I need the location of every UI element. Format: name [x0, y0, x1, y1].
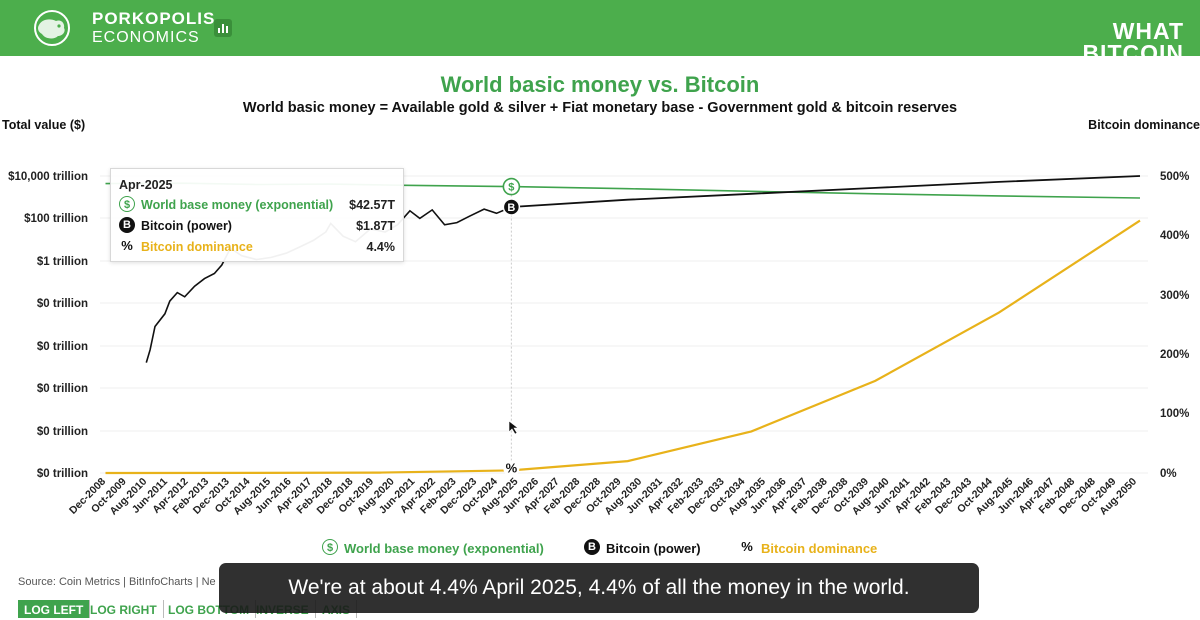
left-tick-label: $100 trillion — [24, 213, 88, 225]
pig-world-map-icon[interactable] — [30, 9, 74, 47]
left-tick-label: $0 trillion — [37, 426, 88, 438]
right-tick-label: 200% — [1160, 349, 1189, 361]
brand-line-1: PORKOPOLIS — [92, 9, 216, 28]
video-caption: We're at about 4.4% April 2025, 4.4% of … — [219, 563, 979, 613]
legend-label: World base money (exponential) — [344, 541, 544, 556]
marker-bitcoin-glyph: B — [507, 202, 515, 214]
chart-subtitle: World basic money = Available gold & sil… — [242, 100, 958, 116]
tooltip-date: Apr-2025 — [119, 178, 173, 192]
bitcoin-icon: B — [584, 539, 600, 555]
marker-bitcoin — [502, 198, 521, 216]
left-tick-label: $10,000 trillion — [8, 171, 88, 183]
tooltip-row-bitcoin: B Bitcoin (power) $1.87T — [119, 217, 395, 235]
tooltip-series-value: $42.57T — [349, 198, 395, 212]
left-tick-label: $0 trillion — [37, 383, 88, 395]
dollar-circle-icon: $ — [119, 196, 135, 212]
percent-icon: % — [121, 238, 133, 253]
source-note: Source: Coin Metrics | BitInfoCharts | N… — [18, 576, 216, 588]
log-left-button[interactable]: LOG LEFT — [18, 600, 91, 618]
tooltip-row-world-money: $ World base money (exponential) $42.57T — [119, 196, 395, 214]
right-tick-label: 500% — [1160, 171, 1189, 183]
right-axis-ticks: 500% 400% 300% 200% 100% 0% — [1160, 171, 1189, 480]
tooltip-series-name: Bitcoin dominance — [141, 240, 253, 254]
left-tick-label: $0 trillion — [37, 468, 88, 480]
left-axis-ticks: $10,000 trillion $100 trillion $1 trillion… — [8, 171, 88, 480]
watermark-line-1: WHAT — [1112, 18, 1184, 44]
series-bitcoin-dominance-line — [105, 219, 1141, 475]
tooltip-series-value: $1.87T — [356, 219, 395, 233]
y2-axis-title: Bitcoin dominance — [1088, 118, 1200, 132]
dollar-circle-icon: $ — [322, 539, 338, 555]
marker-world-money — [502, 177, 521, 196]
bitcoin-icon: B — [119, 217, 135, 233]
watermark-line-2: BITCOIN — [1082, 40, 1184, 66]
y-axis-title: Total value ($) — [2, 118, 86, 132]
legend-label: Bitcoin dominance — [761, 541, 878, 556]
legend-label: Bitcoin (power) — [606, 541, 701, 556]
watermark-line-3: DID — [1141, 62, 1184, 88]
left-tick-label: $0 trillion — [37, 341, 88, 353]
log-right-button[interactable]: LOG RIGHT — [84, 600, 164, 618]
tooltip-series-name: World base money (exponential) — [141, 198, 334, 212]
brand-name[interactable]: PORKOPOLIS ECONOMICS — [92, 10, 215, 46]
series-bitcoin-projection-line — [511, 175, 1141, 208]
tooltip-row-dominance: % Bitcoin dominance 4.4% — [119, 238, 395, 256]
hover-tooltip: Apr-2025 $ World base money (exponential… — [110, 168, 404, 262]
chart-title: World basic money vs. Bitcoin — [440, 72, 760, 97]
app-header: PORKOPOLIS ECONOMICS WHAT BITCOIN DID — [0, 0, 1200, 87]
right-tick-label: 100% — [1160, 408, 1189, 420]
percent-icon: % — [741, 539, 753, 554]
channel-watermark: WHAT BITCOIN DID — [1082, 18, 1184, 88]
mouse-cursor-icon — [508, 420, 519, 435]
bar-chart-icon[interactable] — [214, 19, 232, 37]
marker-dominance-glyph: % — [506, 460, 518, 475]
tooltip-series-name: Bitcoin (power) — [141, 219, 232, 233]
right-tick-label: 400% — [1160, 230, 1189, 242]
left-tick-label: $0 trillion — [37, 298, 88, 310]
right-tick-label: 300% — [1160, 290, 1189, 302]
brand-line-2: ECONOMICS — [92, 29, 200, 46]
x-axis-ticks: Dec-2008Oct-2009Aug-2010Jun-2011Apr-2012… — [67, 476, 1139, 518]
marker-dominance — [503, 460, 520, 477]
highlight-markers: $ B% — [502, 177, 521, 477]
tooltip-series-value: 4.4% — [366, 240, 396, 254]
marker-world-money-glyph: $ — [508, 182, 514, 194]
left-tick-label: $1 trillion — [37, 256, 88, 268]
right-tick-label: 0% — [1160, 468, 1177, 480]
